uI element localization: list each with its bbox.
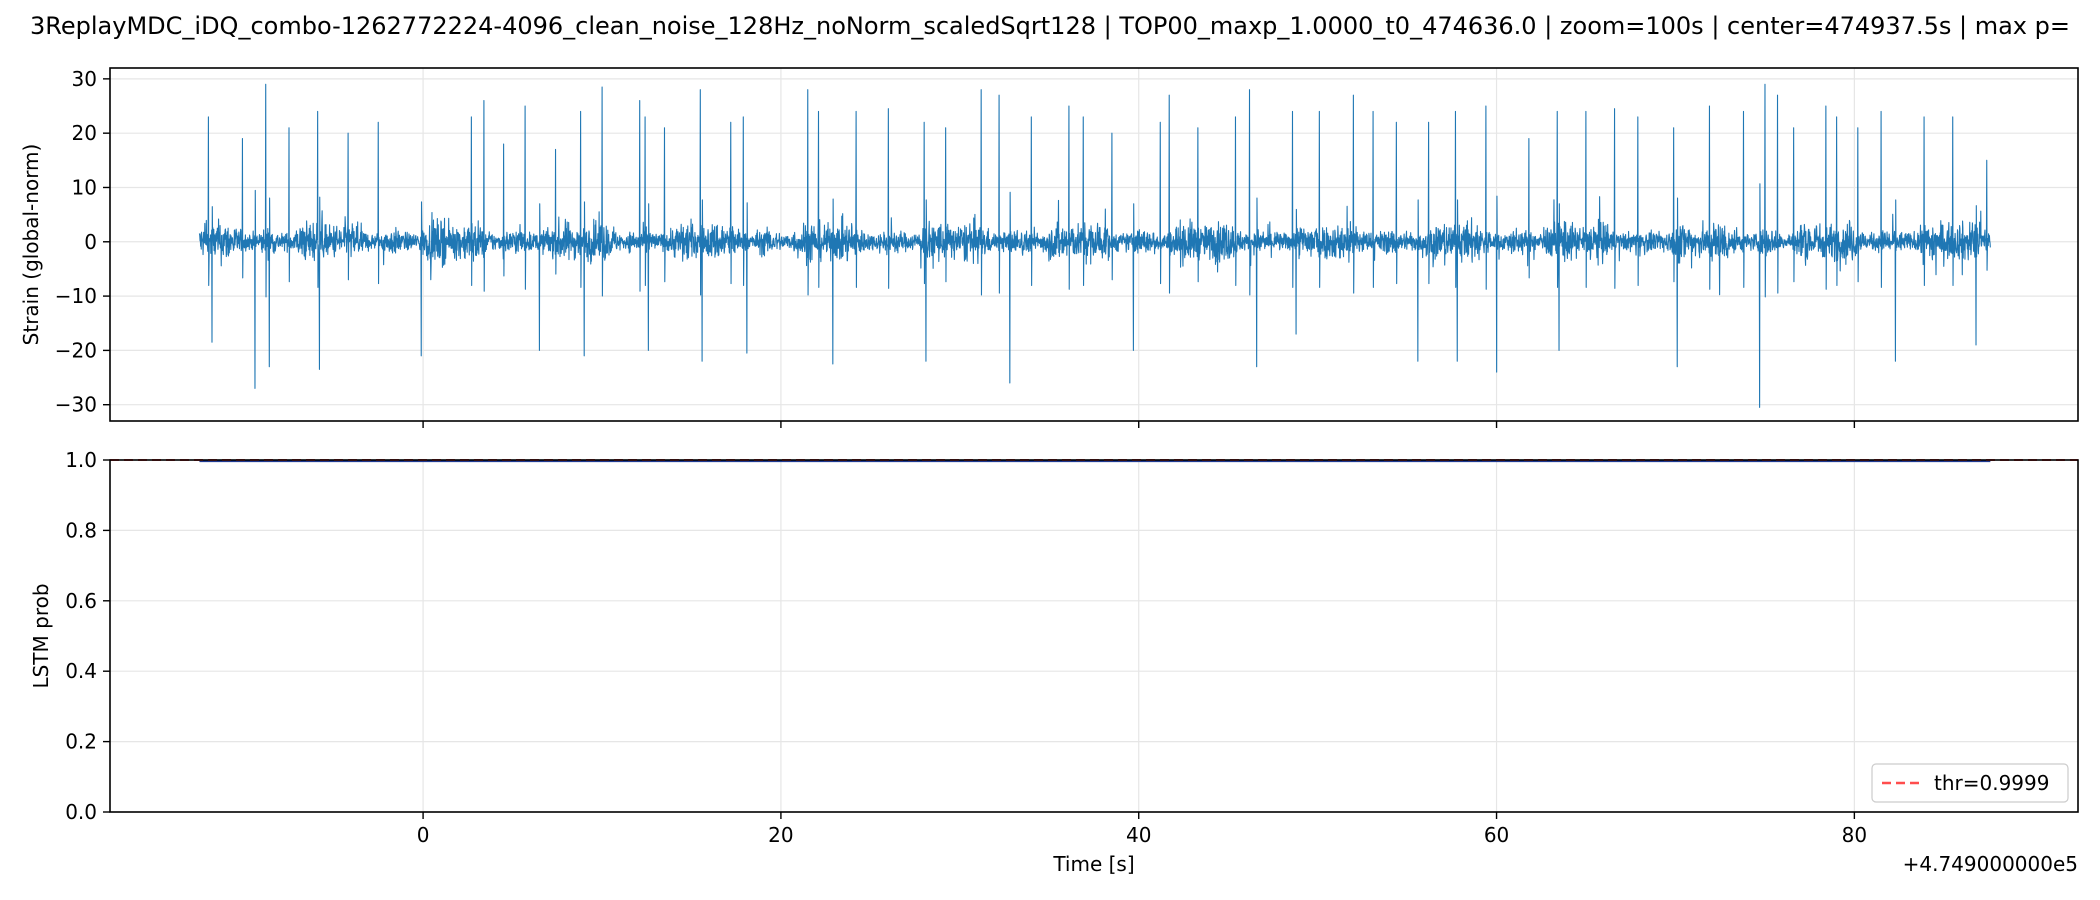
strain-y-tick-label: 20 xyxy=(72,121,97,145)
strain-series-line xyxy=(198,83,1991,408)
x-tick-label: 20 xyxy=(768,823,793,847)
legend-threshold-label: thr=0.9999 xyxy=(1934,771,2049,795)
strain-y-tick-label: −20 xyxy=(55,338,97,362)
probability-y-tick-label: 1.0 xyxy=(65,448,97,472)
strain-y-tick-label: −10 xyxy=(55,284,97,308)
strain-y-tick-label: −30 xyxy=(55,393,97,417)
probability-axes-frame xyxy=(109,459,2079,813)
probability-x-ticks: 0 20 40 60 80 xyxy=(417,812,1867,847)
strain-y-axis-label: Strain (global-norm) xyxy=(19,144,43,346)
strain-y-tick-label: 0 xyxy=(84,230,97,254)
strain-y-tick-label: 30 xyxy=(72,67,97,91)
probability-y-tick-label: 0.0 xyxy=(65,800,97,824)
x-tick-label: 60 xyxy=(1484,823,1509,847)
strain-x-ticks xyxy=(422,421,1856,428)
strain-y-tick-label: 10 xyxy=(72,175,97,199)
x-tick-label: 80 xyxy=(1842,823,1867,847)
figure-title: 3ReplayMDC_iDQ_combo-1262772224-4096_cle… xyxy=(30,12,2070,40)
x-tick-label: 0 xyxy=(417,823,430,847)
strain-axes-frame xyxy=(109,67,2079,422)
legend: thr=0.9999 xyxy=(1871,763,2069,803)
strain-y-ticks: 30 20 10 0 −10 −20 −30 xyxy=(55,67,110,417)
probability-y-tick-label: 0.8 xyxy=(65,518,97,542)
probability-y-axis-label: LSTM prob xyxy=(29,583,53,688)
x-axis-label: Time [s] xyxy=(1052,852,1134,876)
strain-panel: 30 20 10 0 −10 −20 −30 Strain (global-norm) xyxy=(19,67,2079,428)
probability-y-tick-label: 0.6 xyxy=(65,589,97,613)
probability-y-ticks: 1.0 0.8 0.6 0.4 0.2 0.0 xyxy=(65,448,110,824)
probability-grid xyxy=(110,459,2078,813)
strain-plot-area xyxy=(198,83,1991,408)
probability-y-tick-label: 0.4 xyxy=(65,659,97,683)
probability-panel: 1.0 0.8 0.6 0.4 0.2 0.0 0 20 40 60 80 LSTM prob T… xyxy=(29,448,2079,876)
x-tick-label: 40 xyxy=(1126,823,1151,847)
probability-y-tick-label: 0.2 xyxy=(65,730,97,754)
x-axis-offset-label: +4.749000000e5 xyxy=(1903,852,2078,876)
legend-box xyxy=(1871,763,2069,803)
